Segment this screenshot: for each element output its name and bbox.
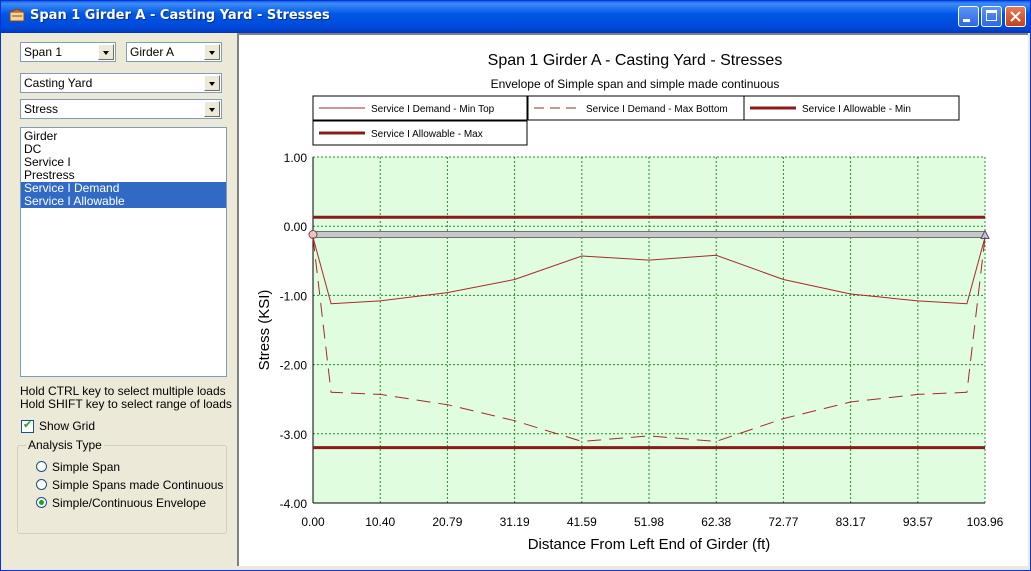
app-icon — [9, 9, 25, 22]
maximize-icon — [986, 10, 997, 21]
radio-envelope[interactable] — [36, 497, 47, 508]
y-tick-label: 1.00 — [284, 151, 308, 165]
x-tick-label: 93.57 — [903, 515, 933, 529]
action-select[interactable]: Stress — [20, 99, 222, 119]
chevron-down-icon[interactable] — [98, 44, 114, 60]
legend-label: Service I Allowable - Min — [802, 104, 911, 115]
x-tick-label: 31.19 — [500, 515, 530, 529]
stress-chart: Span 1 Girder A - Casting Yard - Stresse… — [256, 52, 1004, 553]
chevron-down-icon[interactable] — [204, 44, 220, 60]
close-icon — [1010, 11, 1021, 22]
hint-ctrl: Hold CTRL key to select multiple loads — [20, 384, 226, 398]
radio-label-simple-span[interactable]: Simple Span — [52, 460, 121, 474]
y-tick-label: -4.00 — [280, 497, 308, 511]
y-tick-label: -3.00 — [280, 428, 308, 442]
x-tick-label: 83.17 — [836, 515, 866, 529]
close-button[interactable] — [1005, 6, 1026, 27]
minimize-icon — [963, 19, 970, 22]
y-tick-label: -1.00 — [280, 289, 308, 303]
list-item[interactable]: Service I Demand — [21, 182, 226, 195]
x-tick-label: 103.96 — [967, 515, 1004, 529]
analysis-type-label: Analysis Type — [26, 438, 104, 452]
radio-label-envelope[interactable]: Simple/Continuous Envelope — [52, 496, 207, 510]
span-select[interactable]: Span 1 — [20, 42, 116, 62]
control-panel: Span 1 Girder A Casting Yard Stress Gird… — [5, 33, 237, 566]
girder-select[interactable]: Girder A — [126, 42, 222, 62]
chevron-down-icon[interactable] — [204, 75, 220, 91]
radio-simple-spans-continuous[interactable] — [36, 479, 47, 490]
y-tick-label: 0.00 — [284, 220, 308, 234]
radio-simple-span[interactable] — [36, 461, 47, 472]
chart-panel: Span 1 Girder A - Casting Yard - Stresse… — [237, 33, 1028, 566]
stage-select-value: Casting Yard — [24, 76, 93, 90]
window-title: Span 1 Girder A - Casting Yard - Stresse… — [30, 8, 330, 23]
title-bar[interactable]: Span 1 Girder A - Casting Yard - Stresse… — [1, 1, 1030, 33]
loads-list[interactable]: Girder DC Service I Prestress Service I … — [20, 127, 227, 377]
analysis-type-group: Analysis Type Simple Span Simple Spans m… — [17, 438, 227, 534]
y-tick-label: -2.00 — [280, 359, 308, 373]
show-grid-label[interactable]: Show Grid — [39, 419, 96, 433]
hint-shift: Hold SHIFT key to select range of loads — [20, 397, 232, 411]
maximize-button[interactable] — [981, 6, 1002, 27]
chevron-down-icon[interactable] — [204, 101, 220, 117]
list-item[interactable]: Service I — [24, 155, 71, 169]
span-select-value: Span 1 — [24, 45, 63, 59]
series-line — [312, 237, 986, 305]
x-tick-label: 10.40 — [365, 515, 395, 529]
girder-line — [312, 231, 986, 239]
chart-title: Span 1 Girder A - Casting Yard - Stresse… — [488, 52, 783, 69]
girder-select-value: Girder A — [130, 45, 175, 59]
x-tick-label: 0.00 — [301, 515, 325, 529]
list-item[interactable]: DC — [24, 142, 42, 156]
x-tick-label: 72.77 — [768, 515, 798, 529]
x-tick-label: 62.38 — [701, 515, 731, 529]
show-grid-checkbox[interactable] — [21, 418, 34, 433]
x-tick-label: 20.79 — [432, 515, 462, 529]
chart-subtitle: Envelope of Simple span and simple made … — [491, 77, 780, 91]
series-line — [312, 237, 986, 442]
legend-label: Service I Demand - Min Top — [371, 104, 495, 115]
list-item[interactable]: Girder — [24, 129, 58, 143]
x-tick-label: 51.98 — [634, 515, 664, 529]
x-axis-label: Distance From Left End of Girder (ft) — [528, 536, 771, 553]
list-item[interactable]: Prestress — [24, 168, 75, 182]
minimize-button[interactable] — [958, 6, 979, 27]
legend-label: Service I Demand - Max Bottom — [586, 104, 728, 115]
action-select-value: Stress — [24, 102, 59, 116]
stage-select[interactable]: Casting Yard — [20, 73, 222, 93]
x-tick-label: 41.59 — [567, 515, 597, 529]
list-item[interactable]: Service I Allowable — [21, 195, 226, 208]
radio-label-simple-spans-continuous[interactable]: Simple Spans made Continuous — [52, 478, 224, 492]
legend-label: Service I Allowable - Max — [371, 129, 483, 140]
y-axis-label: Stress (KSI) — [256, 290, 273, 371]
